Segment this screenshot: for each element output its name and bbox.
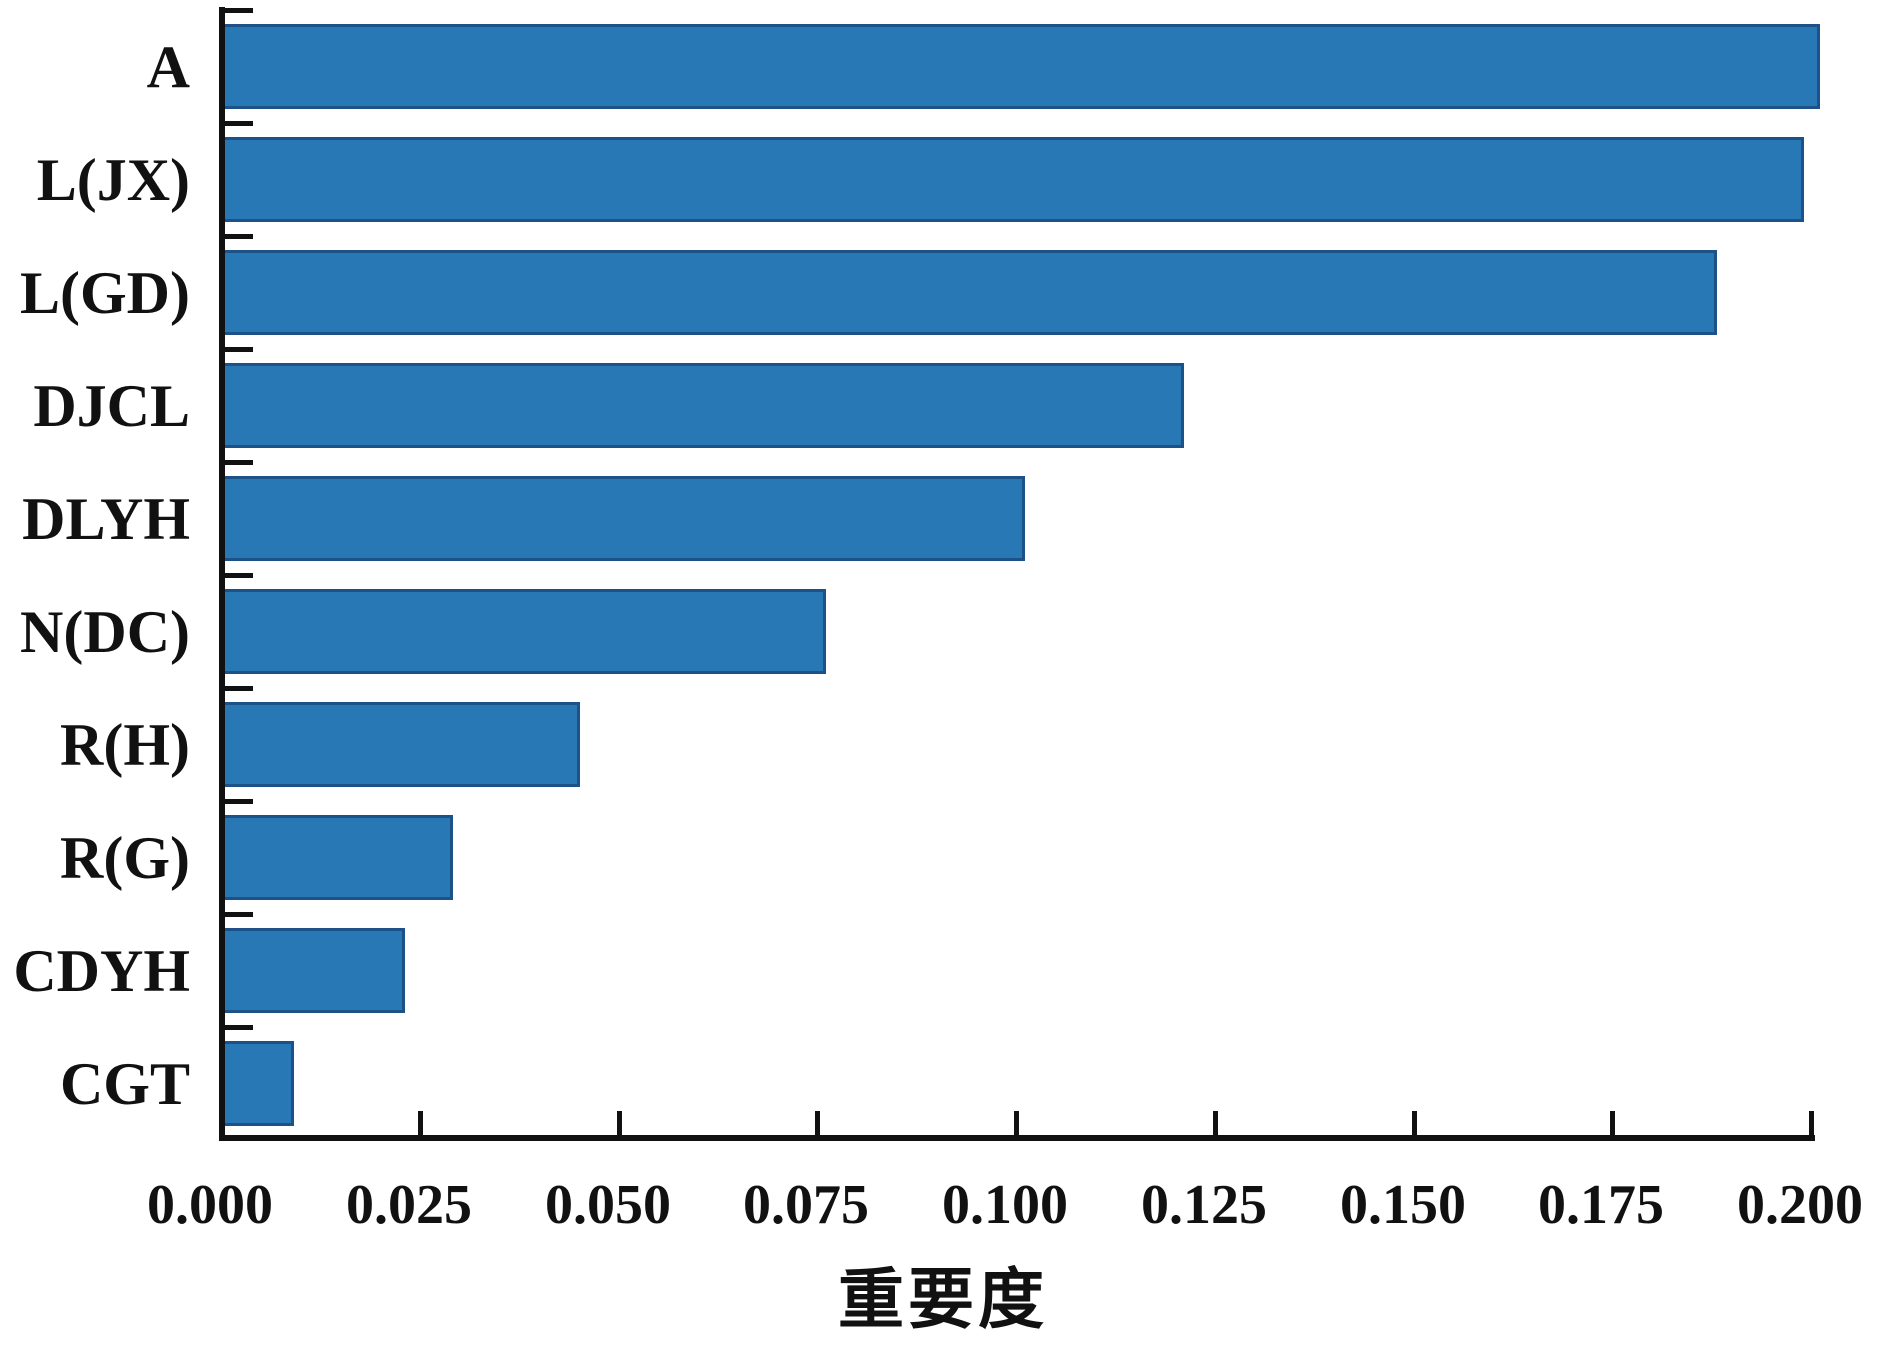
y-tick-label: N(DC) [20,598,190,665]
y-tick-label: A [146,33,190,100]
y-tick-mark [225,799,253,804]
x-tick-mark [418,1111,423,1135]
bar-2 [222,250,1717,335]
bar-3 [222,363,1184,448]
bar-4 [222,476,1025,561]
x-tick-mark [617,1111,622,1135]
y-tick-mark [225,234,253,239]
y-tick-mark [225,347,253,352]
x-tick-mark [1610,1111,1615,1135]
x-tick-mark [1213,1111,1218,1135]
y-tick-label: DJCL [33,372,190,439]
bar-7 [222,815,453,900]
bar-5 [222,589,826,674]
y-tick-mark [225,573,253,578]
x-tick-label: 0.175 [1538,1174,1664,1236]
x-axis-spine [219,1135,1815,1141]
y-tick-mark [225,8,253,13]
bar-8 [222,928,405,1013]
x-tick-label: 0.150 [1340,1174,1466,1236]
y-tick-label: CDYH [13,937,190,1004]
y-tick-mark [225,912,253,917]
bar-9 [222,1041,294,1126]
x-axis-title: 重要度 [838,1264,1048,1337]
x-tick-mark [1809,1111,1814,1135]
y-tick-label: CGT [59,1050,190,1117]
bar-1 [222,137,1804,222]
bar-0 [222,24,1820,109]
y-tick-mark [225,460,253,465]
x-tick-mark [1412,1111,1417,1135]
x-tick-label: 0.125 [1141,1174,1267,1236]
y-tick-mark [225,686,253,691]
x-tick-mark [1014,1111,1019,1135]
x-tick-label: 0.200 [1737,1174,1863,1236]
y-tick-label: R(H) [60,711,190,778]
x-tick-label: 0.100 [942,1174,1068,1236]
x-tick-label: 0.075 [743,1174,869,1236]
x-tick-label: 0.025 [346,1174,472,1236]
x-tick-label: 0.050 [545,1174,671,1236]
y-tick-mark [225,121,253,126]
y-tick-label: L(GD) [20,259,190,326]
y-axis-spine [219,7,225,1141]
x-tick-label: 0.000 [147,1174,273,1236]
x-tick-mark [815,1111,820,1135]
y-tick-label: R(G) [60,824,190,891]
y-tick-label: L(JX) [36,146,190,213]
y-tick-mark [225,1025,253,1030]
y-tick-label: DLYH [22,485,190,552]
bar-6 [222,702,580,787]
